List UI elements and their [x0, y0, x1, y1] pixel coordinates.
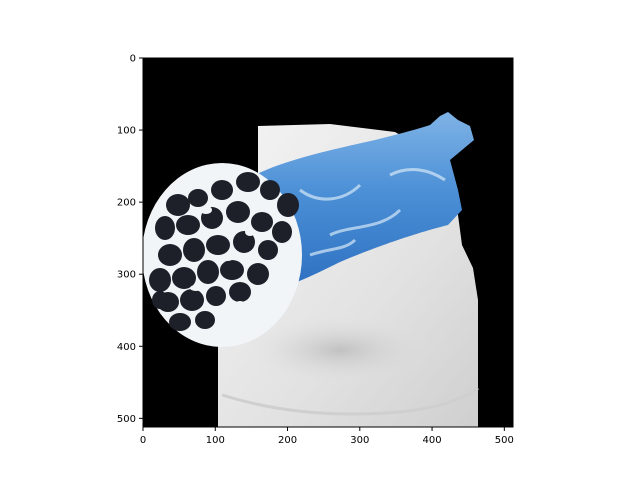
axes-frame — [142, 57, 514, 428]
photo — [143, 58, 513, 427]
x-tick-label: 200 — [278, 435, 297, 446]
y-tick-label: 500 — [117, 414, 136, 425]
cream-highlights — [190, 206, 255, 309]
plate-shadow — [245, 315, 435, 385]
y-tick-label: 100 — [117, 126, 136, 137]
x-tick-label: 400 — [423, 435, 442, 446]
cannoli-shell — [255, 112, 474, 292]
y-axis: 0 100 200 300 400 500 — [117, 54, 143, 425]
x-tick-label: 300 — [350, 435, 369, 446]
chocolate-chips — [149, 172, 299, 331]
y-tick-label: 200 — [117, 198, 136, 209]
y-tick-label: 300 — [117, 270, 136, 281]
plate-rim — [221, 386, 479, 416]
x-tick-label: 100 — [206, 435, 225, 446]
x-tick-label: 500 — [495, 435, 514, 446]
x-tick-label: 0 — [140, 435, 146, 446]
y-tick-label: 400 — [117, 342, 136, 353]
y-tick-label: 0 — [130, 54, 136, 65]
x-axis: 0 100 200 300 400 500 — [140, 427, 514, 446]
shell-texture — [299, 168, 446, 257]
